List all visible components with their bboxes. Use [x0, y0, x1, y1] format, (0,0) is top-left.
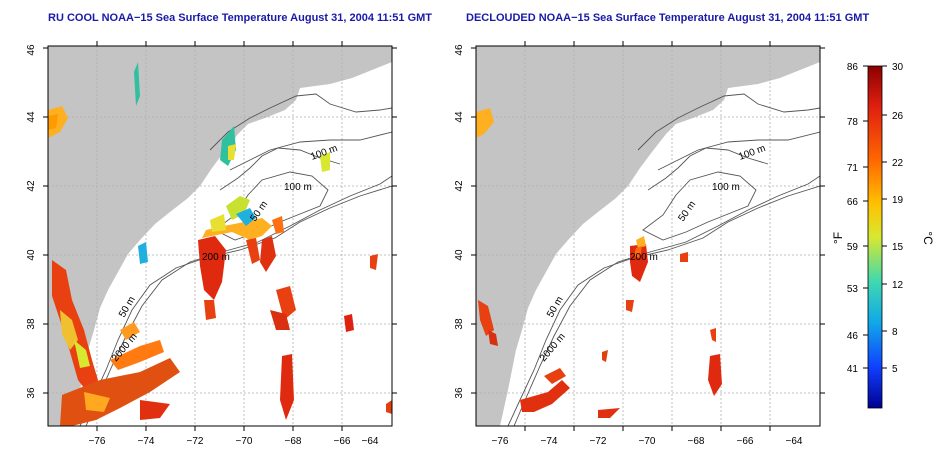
right-panel-title: DECLOUDED NOAA−15 Sea Surface Temperatur… [466, 12, 870, 24]
x-tick-label: −68 [285, 436, 302, 447]
x-tick-label: −76 [492, 436, 509, 447]
sst-patches [48, 62, 392, 426]
colorbar-f-tick: 41 [847, 364, 859, 375]
contour-label: 200 m [202, 252, 230, 263]
y-tick-label: 42 [26, 180, 37, 192]
y-tick-label: 46 [454, 44, 465, 56]
y-tick-label: 40 [454, 249, 465, 261]
colorbar-f-tick: 86 [847, 62, 859, 73]
colorbar-c-tick: 26 [892, 111, 904, 122]
colorbar: 86 78 71 66 59 53 46 41 30 26 22 19 15 1… [831, 62, 935, 409]
plot-frame [47, 45, 393, 427]
y-tick-label: 42 [454, 180, 465, 192]
x-tick-label: −64 [786, 436, 803, 447]
colorbar-c-tick: 15 [892, 242, 904, 253]
contour-label: 100 m [712, 182, 740, 193]
plot-frame [475, 45, 821, 427]
colorbar-f-tick: 46 [847, 331, 859, 342]
y-tick-label: 36 [454, 387, 465, 399]
colorbar-unit-f: °F [831, 232, 845, 244]
colorbar-c-tick: 19 [892, 195, 904, 206]
x-tick-label: −66 [334, 436, 351, 447]
colorbar-unit-c: °C [921, 231, 935, 245]
colorbar-f-tick: 59 [847, 242, 859, 253]
x-tick-label: −72 [187, 436, 204, 447]
x-tick-label: −70 [236, 436, 253, 447]
colorbar-f-tick: 66 [847, 197, 859, 208]
x-tick-label: −76 [89, 436, 106, 447]
x-tick-label: −74 [541, 436, 558, 447]
colorbar-c-tick: 5 [892, 364, 898, 375]
land-mass [48, 46, 392, 426]
x-tick-label: −74 [138, 436, 155, 447]
colorbar-f-tick: 78 [847, 117, 859, 128]
colorbar-f-tick: 71 [847, 163, 859, 174]
colorbar-gradient [867, 65, 883, 409]
colorbar-c-tick: 30 [892, 62, 904, 73]
y-axis [43, 47, 397, 394]
colorbar-c-tick: 12 [892, 280, 904, 291]
x-tick-label: −64 [362, 436, 379, 447]
x-tick-label: −72 [590, 436, 607, 447]
y-tick-label: 40 [26, 249, 37, 261]
x-axis [96, 41, 343, 431]
left-panel-title: RU COOL NOAA−15 Sea Surface Temperature … [48, 12, 433, 24]
y-tick-label: 46 [26, 44, 37, 56]
x-axis [524, 41, 771, 431]
contour-label: 200 m [630, 252, 658, 263]
nova-scotia-land [728, 46, 820, 88]
y-axis [471, 47, 825, 394]
sst-patches [476, 108, 722, 418]
nova-scotia-land [300, 46, 392, 88]
y-tick-label: 36 [26, 387, 37, 399]
y-tick-label: 44 [26, 111, 37, 123]
x-tick-label: −66 [737, 436, 754, 447]
y-tick-label: 38 [26, 318, 37, 330]
y-tick-label: 38 [454, 318, 465, 330]
colorbar-f-tick: 53 [847, 284, 859, 295]
grid-lines [476, 46, 820, 426]
contour-label: 100 m [284, 182, 312, 193]
left-map-panel: 100 m 100 m 50 m 200 m 50 m 2000 m [26, 41, 397, 447]
y-tick-label: 44 [454, 111, 465, 123]
land-mass [476, 46, 820, 426]
x-tick-label: −68 [688, 436, 705, 447]
x-tick-label: −70 [639, 436, 656, 447]
colorbar-c-tick: 22 [892, 158, 904, 169]
colorbar-c-tick: 8 [892, 327, 898, 338]
right-map-panel: 100 m 100 m 50 m 200 m 50 m 2000 m [454, 41, 825, 447]
